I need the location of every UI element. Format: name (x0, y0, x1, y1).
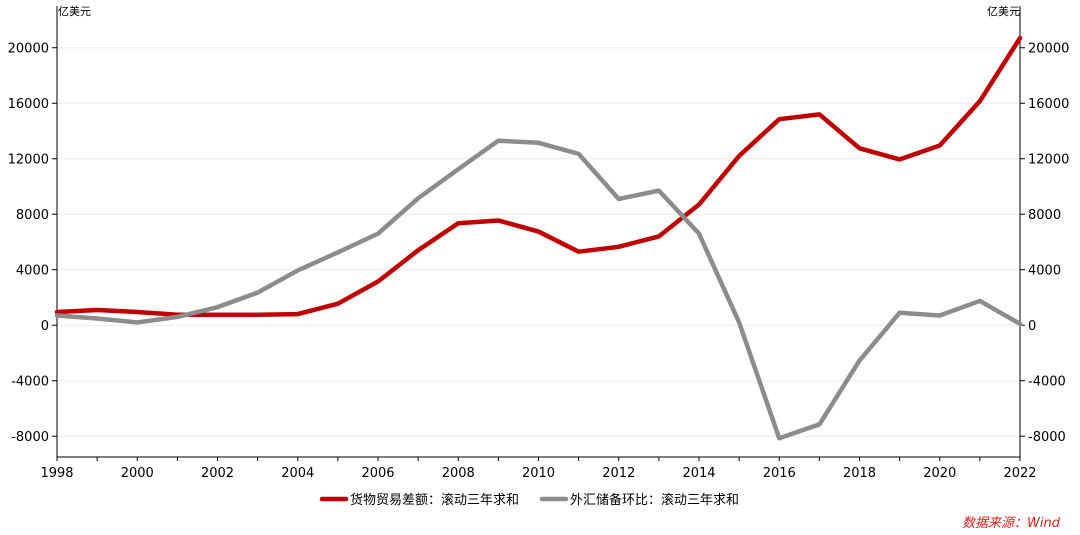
x-tick-label: 2020 (923, 466, 956, 481)
data-point (1018, 322, 1022, 326)
data-point (336, 250, 340, 254)
data-point (95, 308, 99, 312)
data-point (857, 146, 861, 150)
y-tick-label-right: -4000 (1028, 375, 1066, 390)
gridlines (57, 47, 1020, 437)
data-point (416, 196, 420, 200)
x-tick-label: 2000 (121, 466, 154, 481)
data-point (135, 320, 139, 324)
y-tick-label-left: -8000 (11, 430, 49, 445)
y-tick-label-left: -4000 (11, 375, 49, 390)
y-unit-right: 亿美元 (987, 5, 1020, 18)
y-tick-label-right: 0 (1028, 319, 1036, 334)
data-point (55, 313, 59, 317)
data-point (135, 310, 139, 314)
series-lines (54, 35, 1023, 441)
data-point (376, 279, 380, 283)
data-point (296, 312, 300, 316)
legend: 货物贸易差额：滚动三年求和 外汇储备环比：滚动三年求和 (319, 492, 739, 508)
data-point (416, 248, 420, 252)
y-tick-label-right: 12000 (1028, 153, 1069, 168)
data-point (978, 299, 982, 303)
data-point (215, 313, 219, 317)
series-line-0 (54, 35, 1023, 318)
x-tick-label: 2022 (1003, 466, 1036, 481)
x-tick-label: 2016 (763, 466, 796, 481)
y-tick-label-right: 16000 (1028, 97, 1069, 112)
x-tick-label: 2002 (201, 466, 234, 481)
data-point (296, 268, 300, 272)
data-point (657, 234, 661, 238)
x-tick-label: 2010 (522, 466, 555, 481)
y-tick-label-right: 20000 (1028, 42, 1069, 57)
data-point (737, 154, 741, 158)
y-tick-label-right: 4000 (1028, 264, 1061, 279)
x-tick-label: 1998 (40, 466, 73, 481)
data-point (175, 315, 179, 319)
data-point (617, 245, 621, 249)
legend-label-1: 外汇储备环比：滚动三年求和 (570, 492, 739, 508)
legend-label-0: 货物贸易差额：滚动三年求和 (350, 492, 519, 508)
x-tick-label: 2008 (442, 466, 475, 481)
data-point (737, 320, 741, 324)
x-tick-label: 2006 (361, 466, 394, 481)
data-point (215, 305, 219, 309)
y-tick-label-left: 12000 (8, 153, 49, 168)
data-point (536, 141, 540, 145)
data-point (978, 99, 982, 103)
y-tick-label-left: 20000 (8, 42, 49, 57)
data-point (1018, 36, 1022, 40)
data-point (857, 358, 861, 362)
data-point (456, 167, 460, 171)
data-point (697, 231, 701, 235)
data-point (576, 249, 580, 253)
data-point (496, 138, 500, 142)
data-point (777, 436, 781, 440)
data-point (657, 188, 661, 192)
y-tick-label-left: 16000 (8, 97, 49, 112)
data-point (777, 117, 781, 121)
data-point (496, 218, 500, 222)
data-point (336, 302, 340, 306)
data-point (255, 313, 259, 317)
y-tick-label-right: -8000 (1028, 430, 1066, 445)
data-point (938, 313, 942, 317)
series-line-1 (54, 138, 1023, 441)
data-point (817, 422, 821, 426)
x-tick-label: 2018 (843, 466, 876, 481)
x-tick-label: 2014 (682, 466, 715, 481)
data-point (938, 143, 942, 147)
data-point (897, 311, 901, 315)
data-point (576, 152, 580, 156)
data-point (376, 231, 380, 235)
y-tick-label-left: 4000 (16, 264, 49, 279)
y-tick-label-left: 0 (41, 319, 49, 334)
data-source-label: 数据来源：Wind (962, 516, 1060, 531)
y-tick-label-left: 8000 (16, 208, 49, 223)
y-tick-label-right: 8000 (1028, 208, 1061, 223)
data-point (817, 112, 821, 116)
data-point (697, 202, 701, 206)
data-point (897, 157, 901, 161)
data-point (255, 290, 259, 294)
y-unit-left: 亿美元 (58, 5, 91, 18)
x-tick-label: 2012 (602, 466, 635, 481)
data-point (536, 229, 540, 233)
data-point (617, 197, 621, 201)
data-point (456, 221, 460, 225)
x-tick-label: 2004 (281, 466, 314, 481)
data-point (95, 316, 99, 320)
